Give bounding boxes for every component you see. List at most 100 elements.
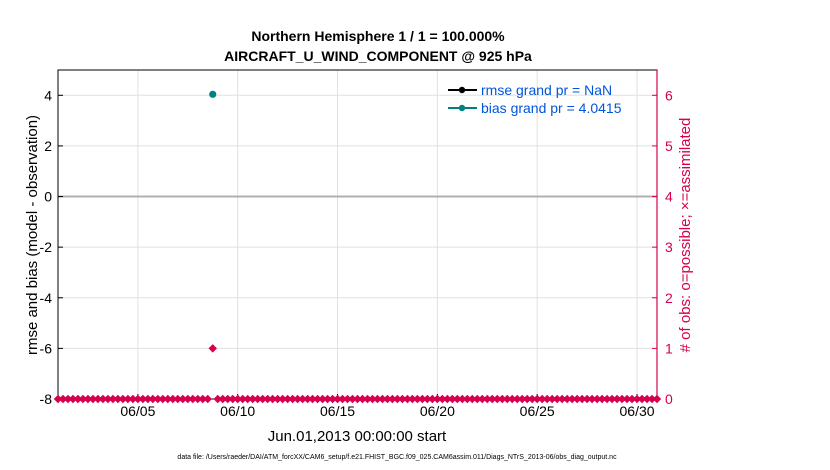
obs-count-marker [193,394,202,404]
x-axis-label: Jun.01,2013 00:00:00 start [268,428,447,445]
obs-count-marker [627,394,637,404]
x-tick-label: 06/25 [520,403,555,419]
obs-count-marker [353,394,362,404]
y-tick-label: -4 [40,290,53,306]
obs-count-marker [478,394,487,404]
obs-count-marker [338,394,347,404]
obs-count-marker [288,394,297,404]
obs-count-marker [453,394,462,404]
chart-title: Northern Hemisphere 1 / 1 = 100.000% [251,28,505,44]
obs-count-marker [223,394,232,404]
y-tick-label: 4 [44,87,52,103]
obs-count-marker [572,394,582,404]
obs-count-marker [557,394,567,404]
obs-count-marker [308,394,317,404]
obs-count-marker [233,394,242,404]
obs-count-marker [438,394,447,404]
y2-tick-label: 3 [665,239,673,255]
obs-count-marker [552,394,562,404]
obs-count-marker [78,394,88,404]
obs-count-marker [348,394,357,404]
obs-count-marker [343,394,352,404]
obs-count-marker [433,394,442,404]
obs-count-marker [283,394,292,404]
obs-count-marker [488,394,497,404]
obs-count-marker [607,394,617,404]
obs-count-marker [273,394,282,404]
y2-tick-label: 2 [665,290,673,306]
obs-count-marker [428,394,437,404]
obs-count-marker [53,394,63,404]
obs-count-marker [173,394,182,404]
obs-count-marker [562,394,572,404]
obs-count-marker [73,394,83,404]
y-axis-left: 4 2 0 -2 -4 -6 -8 [40,87,63,407]
obs-count-marker [373,394,382,404]
obs-count-marker [368,394,377,404]
y2-tick-label: 6 [665,87,673,103]
plot-frame [57,69,658,400]
obs-count-marker [238,394,247,404]
obs-count-marker [208,344,217,353]
obs-count-marker [602,394,612,404]
obs-count-marker [632,394,642,404]
obs-count-marker [597,394,607,404]
obs-count-marker [98,394,108,404]
y2-tick-label: 1 [665,340,673,356]
obs-count-marker [448,394,457,404]
obs-count-marker [258,394,267,404]
obs-count-marker [393,394,402,404]
obs-count-marker [443,394,452,404]
obs-count-marker [248,394,257,404]
y2-tick-label: 0 [665,391,673,407]
obs-count-marker [83,394,93,404]
y-tick-label: -8 [40,391,53,407]
obs-count-marker [363,394,372,404]
obs-count-marker [617,394,627,404]
obs-count-marker [303,394,312,404]
obs-count-marker [188,394,197,404]
obs-count-marker [418,394,427,404]
obs-count-marker [542,394,552,404]
legend-label-bias: bias grand pr = 4.0415 [481,100,622,116]
obs-count-marker [463,394,472,404]
obs-count-marker [268,394,277,404]
obs-count-marker [468,394,477,404]
obs-count-marker [508,394,517,404]
x-tick-label: 06/20 [420,403,455,419]
obs-count-marker [158,394,168,404]
obs-count-marker [318,394,327,404]
obs-count-marker [582,394,592,404]
obs-count-marker [577,394,587,404]
chart-subtitle: AIRCRAFT_U_WIND_COMPONENT @ 925 hPa [224,48,532,64]
legend: rmse grand pr = NaN bias grand pr = 4.04… [448,82,622,116]
obs-count-marker [358,394,367,404]
obs-count-marker [493,394,502,404]
obs-count-marker [413,394,422,404]
obs-count-marker [612,394,622,404]
obs-count-marker [218,394,227,404]
obs-count-marker [203,394,212,404]
x-tick-label: 06/15 [320,403,355,419]
obs-count-marker [198,394,207,404]
y2-tick-label: 5 [665,138,673,154]
y-tick-label: -6 [40,340,53,356]
obs-count-marker [547,394,557,404]
obs-count-marker [138,394,148,404]
obs-count-marker [333,394,342,404]
legend-item-rmse: rmse grand pr = NaN [448,82,612,98]
y-tick-label: -2 [40,239,53,255]
obs-count-marker [263,394,272,404]
obs-count-marker [293,394,302,404]
obs-count-marker [523,394,532,404]
obs-count-marker [63,394,73,404]
obs-count-marker [403,394,412,404]
obs-count-marker [228,394,237,404]
footnote: data file: /Users/raeder/DAI/ATM_forcXX/… [177,454,617,461]
obs-count-marker [567,394,577,404]
obs-count-marker [537,394,547,404]
obs-count-marker [388,394,397,404]
bias-point [209,90,217,98]
y2-tick-label: 4 [665,189,673,205]
